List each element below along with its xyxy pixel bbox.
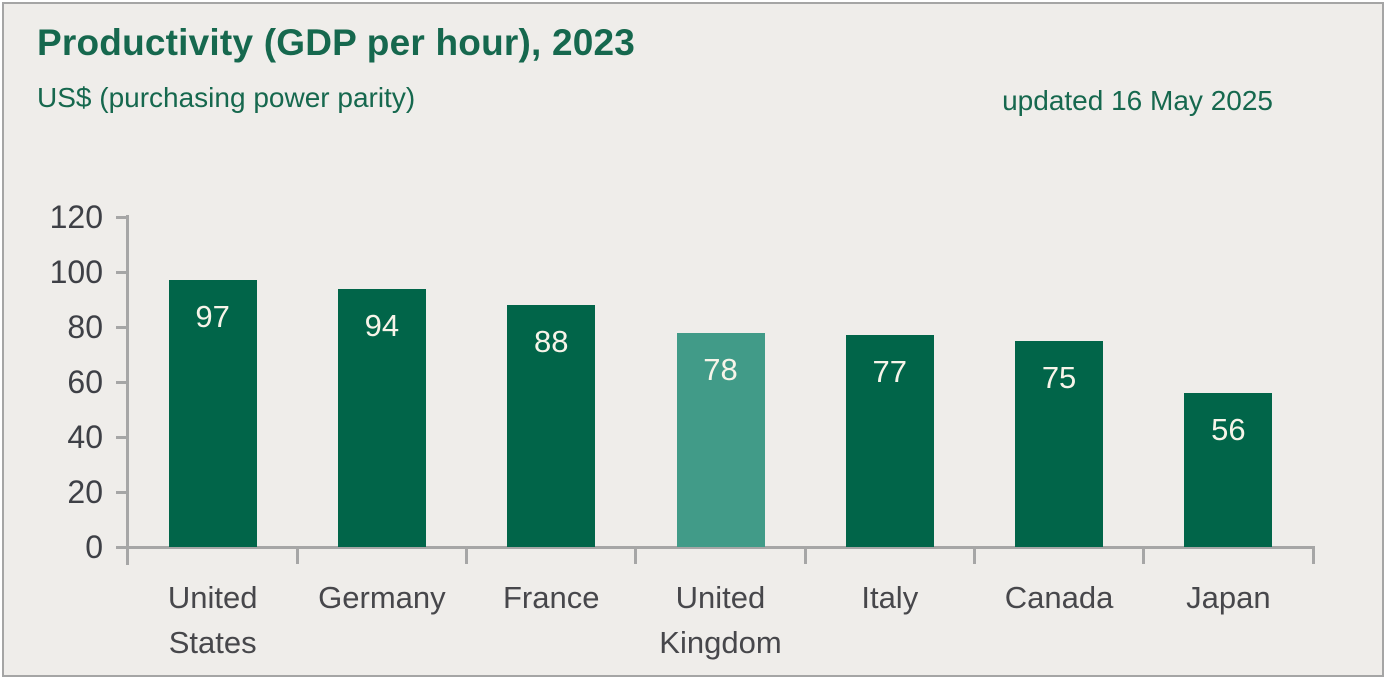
bar: 78 — [676, 332, 765, 547]
bar-value-label: 75 — [1041, 359, 1077, 395]
y-tick-label: 40 — [67, 419, 103, 455]
chart-subtitle: US$ (purchasing power parity) — [37, 82, 416, 113]
bar: 77 — [845, 335, 934, 547]
x-tick — [465, 547, 469, 564]
y-tick-label: 80 — [67, 309, 103, 345]
y-axis-line — [126, 215, 129, 565]
y-tick — [116, 545, 128, 549]
y-tick — [116, 270, 128, 274]
y-tick-label: 20 — [67, 474, 103, 510]
bar: 88 — [507, 305, 596, 547]
y-tick — [116, 380, 128, 384]
x-category-label: Canada — [1004, 580, 1114, 615]
y-tick-label: 60 — [67, 364, 103, 400]
y-tick — [116, 325, 128, 329]
y-tick-label: 100 — [49, 254, 103, 290]
chart-title: Productivity (GDP per hour), 2023 — [37, 22, 636, 63]
x-category-label: Germany — [318, 580, 446, 615]
x-tick — [1311, 547, 1315, 564]
bar-value-label: 94 — [364, 307, 400, 343]
updated-date: updated 16 May 2025 — [1002, 85, 1273, 116]
x-tick — [972, 547, 976, 564]
bar: 75 — [1015, 340, 1104, 547]
bar-value-label: 88 — [533, 324, 569, 359]
x-category-label: France — [502, 580, 600, 615]
x-tick — [803, 547, 807, 564]
bar-value-label: 97 — [195, 299, 230, 335]
bar-value-label: 78 — [703, 351, 738, 387]
x-tick — [1142, 547, 1146, 564]
y-tick-label: 120 — [49, 199, 103, 235]
bar-value-label: 56 — [1211, 412, 1246, 447]
x-tick — [295, 547, 299, 564]
bar: 94 — [337, 288, 426, 547]
bar: 56 — [1184, 393, 1273, 547]
x-category-label: Italy — [861, 580, 919, 615]
x-category-label: Japan — [1186, 580, 1271, 615]
bar: 97 — [168, 280, 257, 547]
bar-value-label: 77 — [872, 354, 908, 390]
x-category-label: United Kingdom — [659, 580, 782, 660]
y-tick — [116, 490, 128, 494]
y-tick — [116, 435, 128, 439]
x-axis-line — [126, 545, 1315, 549]
x-category-label: United States — [167, 580, 258, 660]
y-tick — [116, 215, 128, 219]
y-tick-label: 0 — [85, 529, 103, 565]
x-tick — [634, 547, 638, 564]
